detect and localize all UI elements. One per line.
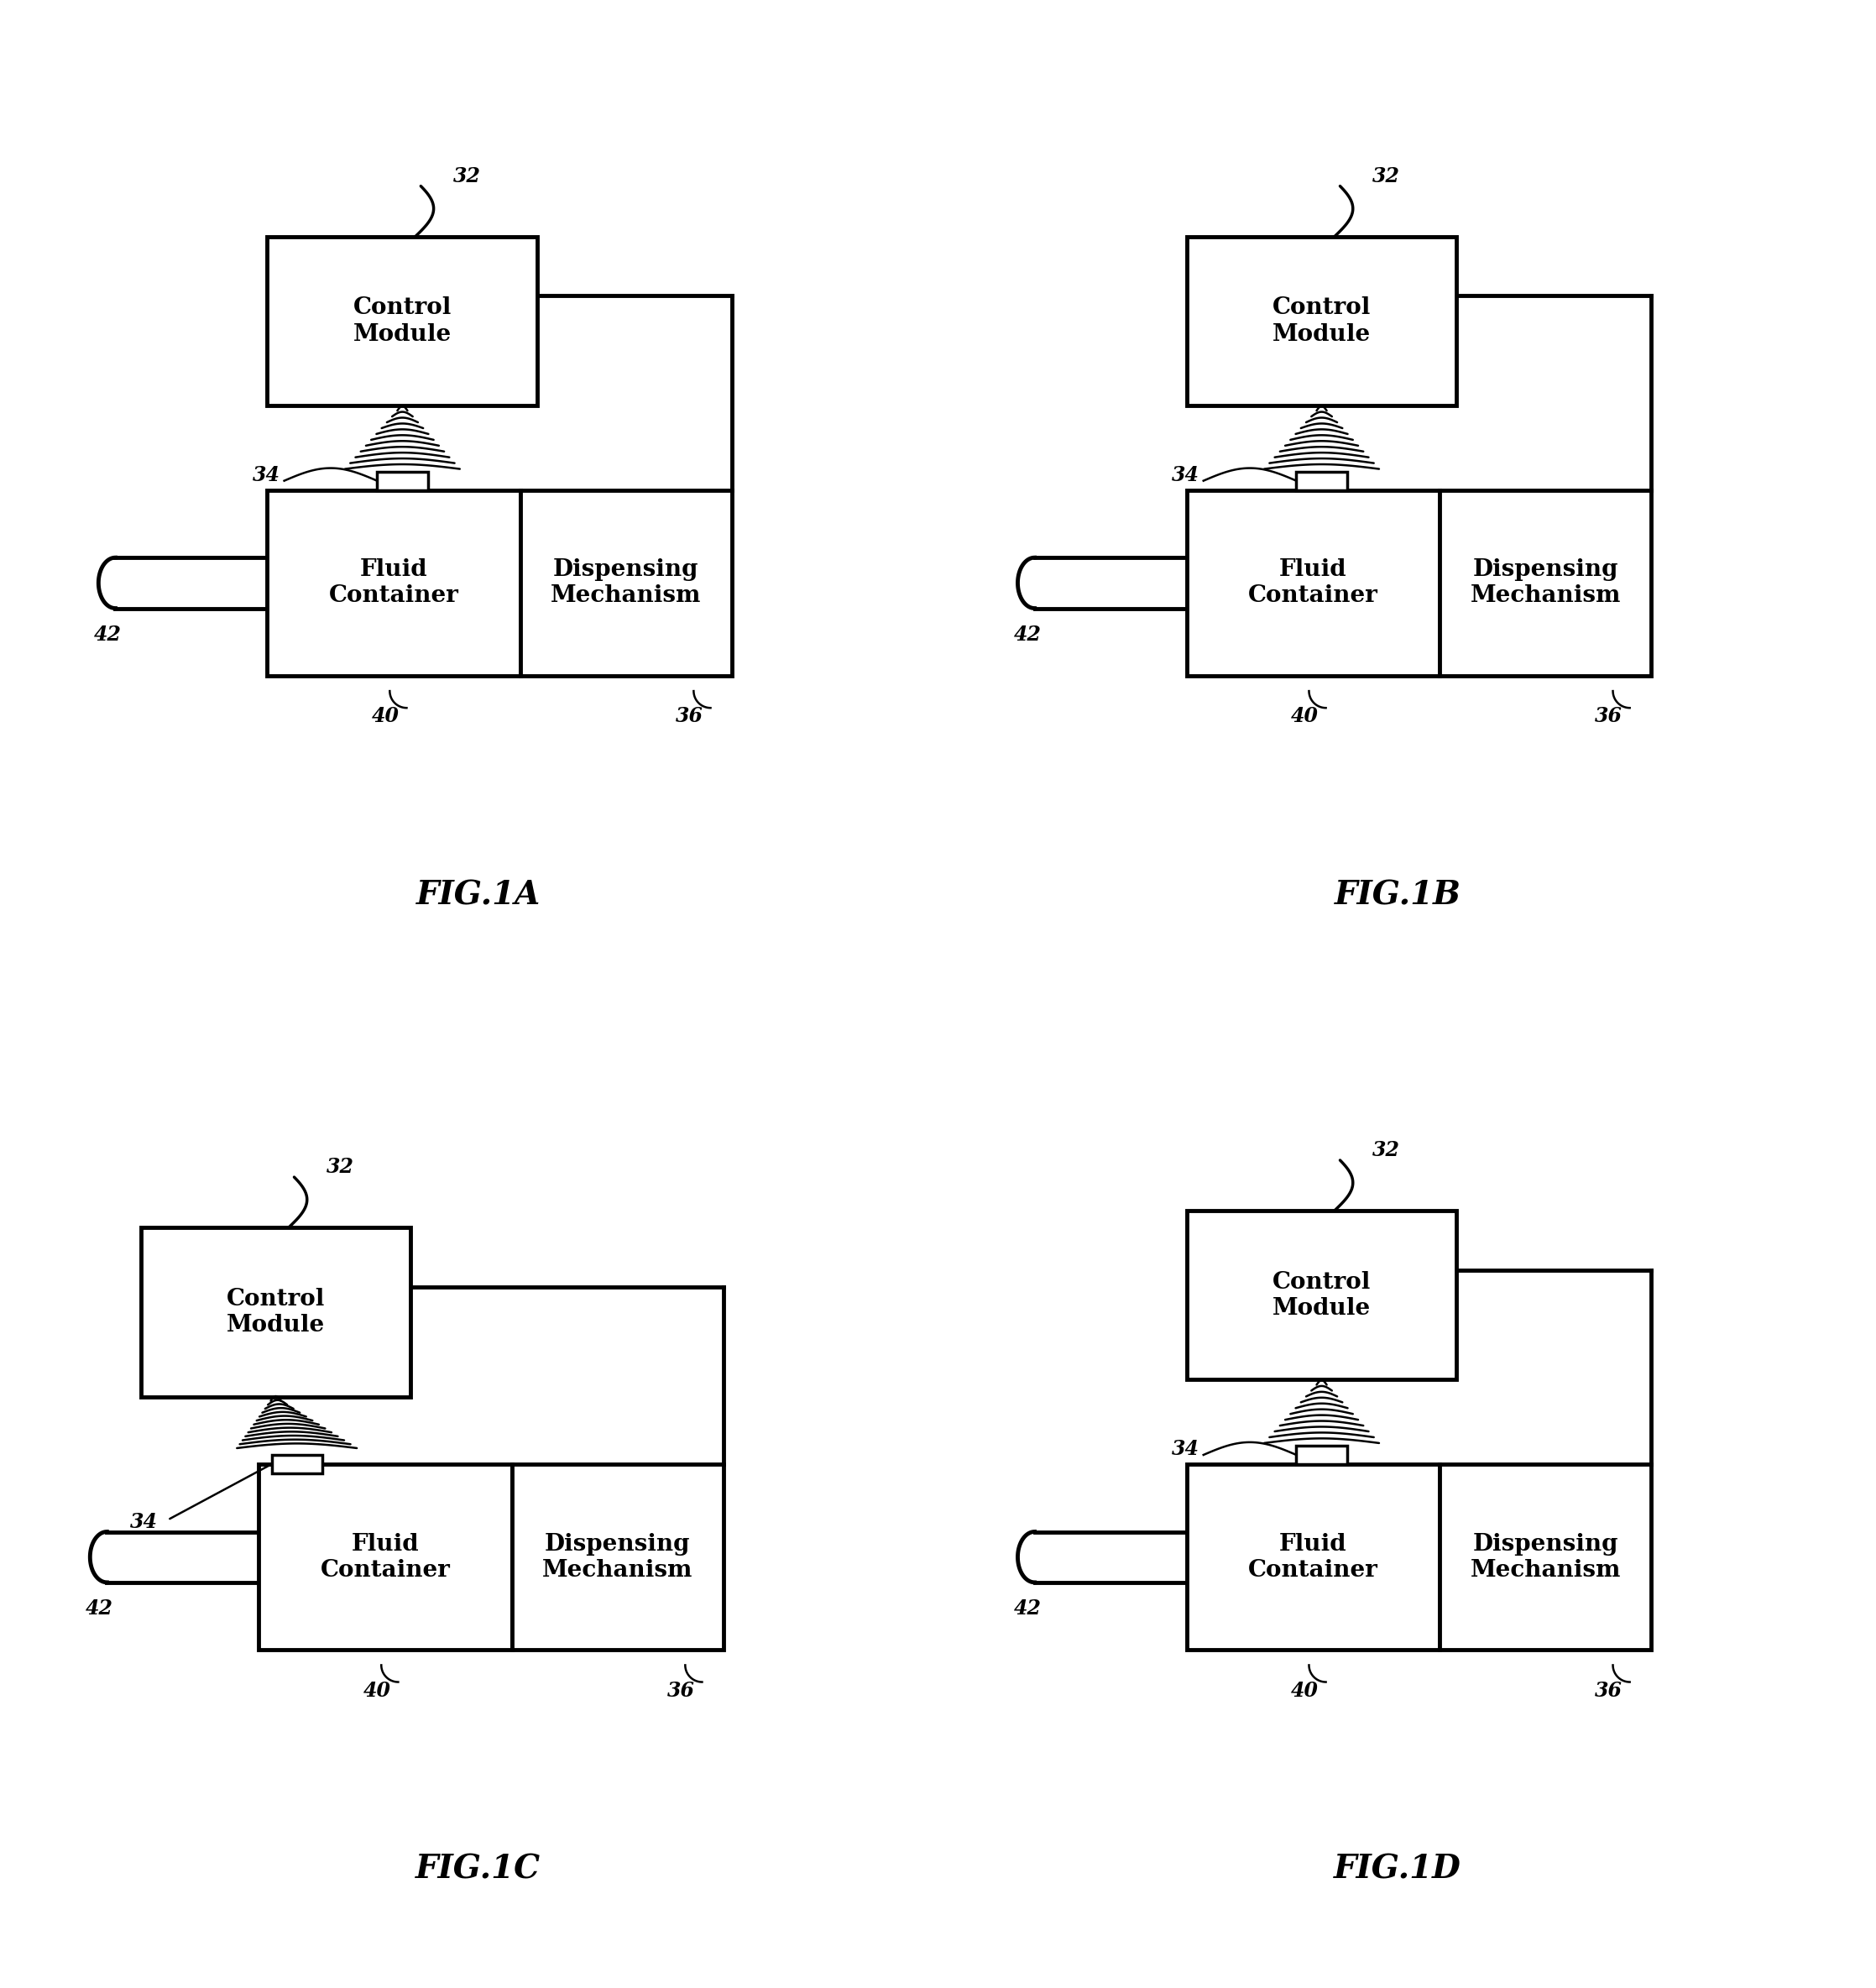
- Text: 36: 36: [1595, 1680, 1623, 1700]
- Bar: [377, 471, 428, 491]
- Bar: [512, 1465, 724, 1650]
- Text: Fluid
Container: Fluid Container: [321, 1533, 450, 1582]
- Text: 34: 34: [251, 465, 280, 485]
- Text: 36: 36: [675, 706, 704, 726]
- Text: 40: 40: [371, 706, 400, 726]
- Bar: [522, 491, 732, 676]
- Bar: [1441, 1465, 1651, 1650]
- Text: Dispensing
Mechanism: Dispensing Mechanism: [552, 559, 702, 608]
- Bar: [272, 1455, 323, 1473]
- Bar: [259, 1465, 512, 1650]
- Text: 34: 34: [1171, 465, 1199, 485]
- Bar: [1188, 1465, 1441, 1650]
- Text: Fluid
Container: Fluid Container: [1248, 1533, 1379, 1582]
- Text: 36: 36: [668, 1680, 694, 1700]
- Text: Fluid
Container: Fluid Container: [328, 559, 460, 608]
- Text: 42: 42: [1013, 1598, 1041, 1618]
- Text: 34: 34: [1171, 1439, 1199, 1459]
- Bar: [1188, 237, 1456, 406]
- Text: Fluid
Container: Fluid Container: [1248, 559, 1379, 608]
- Bar: [1296, 1445, 1347, 1465]
- Text: 40: 40: [1291, 1680, 1319, 1700]
- Text: 32: 32: [326, 1157, 355, 1177]
- Text: Dispensing
Mechanism: Dispensing Mechanism: [1471, 1533, 1621, 1582]
- Bar: [1188, 1211, 1456, 1380]
- Text: Dispensing
Mechanism: Dispensing Mechanism: [1471, 559, 1621, 608]
- Text: Dispensing
Mechanism: Dispensing Mechanism: [542, 1533, 692, 1582]
- Bar: [268, 491, 522, 676]
- Bar: [268, 237, 538, 406]
- Text: Control
Module: Control Module: [227, 1288, 325, 1336]
- Text: Control
Module: Control Module: [353, 296, 452, 346]
- Text: 40: 40: [1291, 706, 1319, 726]
- Text: 42: 42: [1013, 624, 1041, 644]
- Text: 32: 32: [1373, 165, 1399, 187]
- Text: Control
Module: Control Module: [1272, 1270, 1371, 1320]
- Text: 34: 34: [129, 1513, 158, 1533]
- Text: 36: 36: [1595, 706, 1623, 726]
- Text: 32: 32: [1373, 1139, 1399, 1161]
- Bar: [1441, 491, 1651, 676]
- Text: Control
Module: Control Module: [1272, 296, 1371, 346]
- Text: FIG.1A: FIG.1A: [416, 879, 540, 911]
- Bar: [1296, 471, 1347, 491]
- Bar: [1188, 491, 1441, 676]
- Text: 40: 40: [364, 1680, 390, 1700]
- Text: 42: 42: [94, 624, 122, 644]
- Bar: [141, 1229, 411, 1398]
- Text: FIG.1C: FIG.1C: [416, 1853, 540, 1885]
- Text: 32: 32: [454, 165, 480, 187]
- Text: FIG.1B: FIG.1B: [1334, 879, 1461, 911]
- Text: FIG.1D: FIG.1D: [1334, 1853, 1461, 1885]
- Text: 42: 42: [86, 1598, 114, 1618]
